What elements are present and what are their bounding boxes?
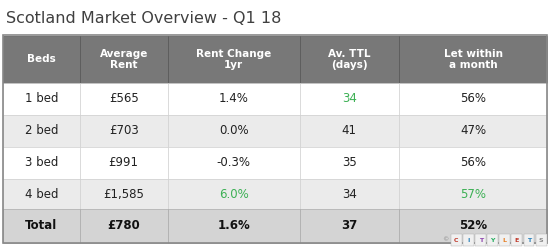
Text: 34: 34 — [342, 92, 357, 105]
Text: Scotland Market Overview - Q1 18: Scotland Market Overview - Q1 18 — [6, 11, 281, 26]
Bar — [524, 234, 535, 246]
Text: 37: 37 — [341, 219, 358, 232]
Bar — [399, 146, 547, 178]
Text: S: S — [539, 238, 543, 242]
Text: 0.0%: 0.0% — [219, 124, 249, 137]
Bar — [3, 209, 80, 242]
Text: 56%: 56% — [460, 156, 486, 169]
Bar — [80, 146, 168, 178]
Bar — [512, 234, 522, 246]
Bar — [80, 178, 168, 210]
Text: T: T — [527, 238, 531, 242]
Text: 3 bed: 3 bed — [25, 156, 58, 169]
Text: 47%: 47% — [460, 124, 486, 137]
Text: Total: Total — [25, 219, 57, 232]
Text: Av. TTL
(days): Av. TTL (days) — [328, 48, 371, 70]
Bar — [80, 209, 168, 242]
Text: L: L — [503, 238, 507, 242]
Text: £780: £780 — [107, 219, 140, 232]
Bar — [399, 36, 547, 82]
Text: £565: £565 — [109, 92, 139, 105]
Text: 1.4%: 1.4% — [219, 92, 249, 105]
Text: I: I — [468, 238, 470, 242]
Bar — [80, 114, 168, 146]
Text: £1,585: £1,585 — [103, 188, 144, 201]
Bar — [399, 209, 547, 242]
Bar — [300, 209, 399, 242]
Text: 4 bed: 4 bed — [25, 188, 58, 201]
Text: 1 bed: 1 bed — [25, 92, 58, 105]
Bar — [3, 146, 80, 178]
Bar — [168, 114, 300, 146]
Text: 34: 34 — [342, 188, 357, 201]
Bar — [499, 234, 510, 246]
Text: 1.6%: 1.6% — [217, 219, 250, 232]
Bar — [300, 36, 399, 82]
Text: E: E — [515, 238, 519, 242]
Bar — [451, 234, 462, 246]
Text: 57%: 57% — [460, 188, 486, 201]
Text: Let within
a month: Let within a month — [443, 48, 503, 70]
Bar — [168, 82, 300, 114]
Bar — [536, 234, 547, 246]
Text: £703: £703 — [109, 124, 139, 137]
Bar — [300, 146, 399, 178]
Bar — [3, 34, 547, 242]
Text: Rent Change
1yr: Rent Change 1yr — [196, 48, 271, 70]
Bar — [168, 178, 300, 210]
Text: Beds: Beds — [27, 54, 56, 64]
Bar — [399, 114, 547, 146]
Text: 41: 41 — [342, 124, 357, 137]
Text: ©: © — [442, 238, 448, 242]
Bar — [487, 234, 498, 246]
Text: C: C — [454, 238, 459, 242]
Bar — [300, 178, 399, 210]
Text: Y: Y — [491, 238, 495, 242]
Text: 35: 35 — [342, 156, 356, 169]
Text: 52%: 52% — [459, 219, 487, 232]
Text: 6.0%: 6.0% — [219, 188, 249, 201]
Bar — [300, 114, 399, 146]
Bar — [3, 114, 80, 146]
Text: T: T — [478, 238, 483, 242]
Text: 2 bed: 2 bed — [25, 124, 58, 137]
Bar — [168, 36, 300, 82]
Text: 56%: 56% — [460, 92, 486, 105]
Bar — [3, 36, 80, 82]
Bar — [399, 178, 547, 210]
Text: -0.3%: -0.3% — [217, 156, 251, 169]
Text: Average
Rent: Average Rent — [100, 48, 148, 70]
Text: £991: £991 — [109, 156, 139, 169]
Bar — [463, 234, 474, 246]
Bar — [399, 82, 547, 114]
Bar — [3, 82, 80, 114]
Bar — [475, 234, 486, 246]
Bar — [300, 82, 399, 114]
Bar — [80, 82, 168, 114]
Bar — [3, 178, 80, 210]
Bar — [168, 146, 300, 178]
Bar — [80, 36, 168, 82]
Bar — [168, 209, 300, 242]
